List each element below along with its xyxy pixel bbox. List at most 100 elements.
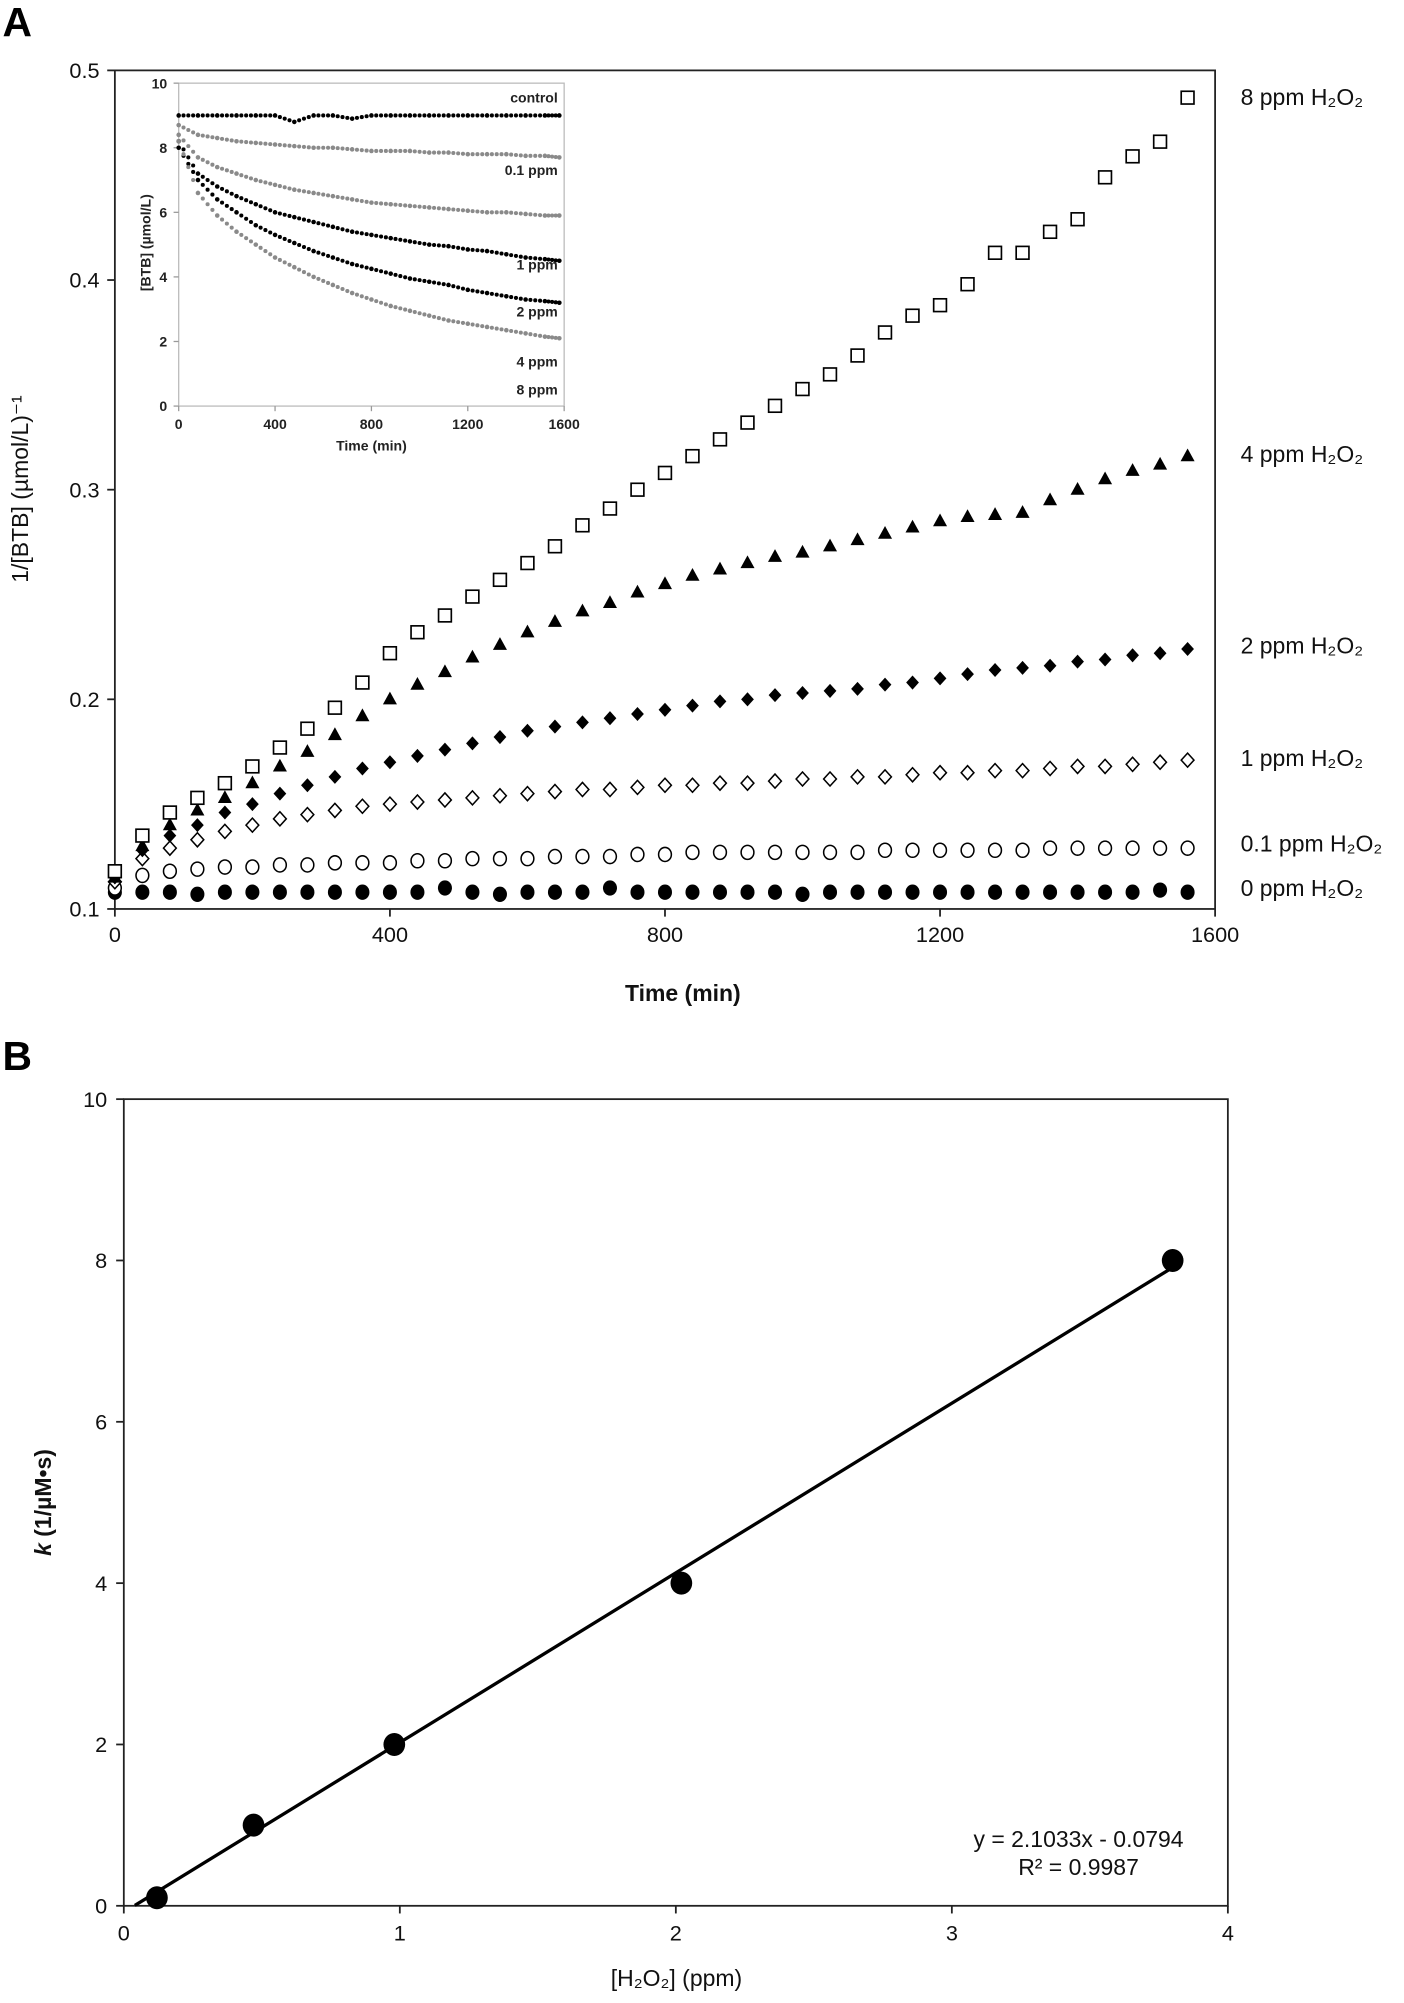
inset-point (465, 113, 471, 118)
filled-diamond-marker (301, 778, 314, 793)
filled-triangle-marker (1098, 471, 1113, 485)
inset-point (451, 113, 456, 118)
inset-point (494, 326, 499, 331)
open-diamond-marker (1070, 758, 1085, 775)
y-tick-label: 0.2 (69, 687, 99, 712)
inset-point (538, 298, 543, 303)
open-circle-marker (547, 848, 563, 865)
open-circle-marker (1015, 842, 1030, 859)
inset-point (513, 113, 519, 118)
inset-point (306, 218, 311, 223)
inset-point (200, 157, 205, 162)
open-diamond-marker (465, 789, 480, 807)
inset-point (393, 236, 398, 242)
open-square-marker (162, 805, 178, 820)
inset-point (557, 258, 562, 264)
inset-point (446, 113, 451, 118)
inset-point (403, 113, 408, 118)
inset-point (200, 182, 205, 187)
inset-point (499, 113, 504, 118)
inset-point (509, 210, 514, 215)
series-label: 1 ppm H₂O₂ (1241, 745, 1364, 771)
inset-point (258, 141, 263, 146)
inset-point (403, 148, 408, 154)
open-square-marker (767, 398, 783, 414)
inset-point (181, 125, 186, 130)
filled-circle-marker (410, 884, 425, 900)
inset-point (432, 242, 437, 248)
data-point (383, 1732, 406, 1756)
filled-triangle-marker (245, 775, 260, 789)
inset-point (258, 113, 263, 118)
filled-diamond-marker (411, 748, 424, 763)
filled-circle-marker (547, 884, 562, 900)
inset-x-tick-label: 1200 (452, 416, 483, 432)
filled-diamond-marker (768, 688, 782, 703)
inset-point (374, 113, 379, 118)
inset-point (542, 153, 548, 159)
inset-point (301, 189, 307, 194)
inset-point (330, 255, 336, 260)
inset-point (272, 182, 278, 188)
inset-point (422, 278, 427, 283)
inset-point (379, 269, 384, 274)
filled-diamond-marker (1071, 654, 1084, 669)
inset-point (432, 280, 437, 285)
filled-circle-marker (327, 884, 342, 900)
inset-point (398, 148, 403, 154)
inset-point (306, 115, 311, 120)
inset-point (489, 210, 494, 215)
inset-point (186, 165, 191, 170)
open-circle-marker (877, 842, 893, 859)
y-tick-label: 4 (95, 1571, 107, 1596)
inset-point (326, 113, 331, 118)
inset-point (229, 113, 234, 118)
open-diamond-marker (1180, 751, 1196, 769)
inset-point (528, 255, 533, 260)
open-square-marker (877, 325, 893, 340)
open-square-marker (382, 645, 398, 661)
inset-point (523, 153, 528, 159)
inset-point (550, 113, 555, 118)
open-diamond-marker (1015, 762, 1030, 779)
series (107, 448, 1195, 883)
open-diamond-marker (685, 777, 700, 794)
open-square-marker (190, 790, 205, 806)
open-diamond-marker (492, 787, 508, 804)
inset-point (316, 221, 321, 226)
inset-point (354, 147, 360, 152)
inset-point (195, 177, 201, 183)
inset-point (538, 113, 543, 118)
inset-point (369, 297, 374, 302)
inset-point (263, 228, 268, 233)
inset-point (484, 248, 490, 254)
inset-point (244, 236, 249, 241)
inset-point (441, 150, 446, 155)
open-square-marker (1097, 170, 1113, 185)
inset-point (542, 334, 548, 339)
open-square-marker (960, 277, 975, 292)
filled-diamond-marker (1043, 658, 1057, 673)
inset-point (210, 192, 215, 197)
inset-point (326, 223, 331, 228)
filled-circle-marker (630, 884, 645, 900)
filled-diamond-marker (631, 706, 644, 722)
filled-circle-marker (1180, 884, 1195, 900)
inset-point (504, 113, 509, 118)
inset-point (335, 114, 340, 119)
open-square-marker (602, 501, 618, 516)
filled-triangle-marker (492, 637, 507, 650)
filled-circle-marker (520, 884, 535, 900)
filled-diamond-marker (1181, 641, 1194, 657)
filled-circle-marker (465, 884, 480, 900)
inset-point (509, 152, 514, 157)
open-square-marker (135, 828, 150, 843)
inset-point (176, 145, 181, 151)
inset-point (546, 213, 551, 218)
inset-point (494, 113, 499, 118)
inset-point (282, 236, 287, 242)
inset-point (417, 204, 422, 209)
filled-diamond-marker (1016, 660, 1029, 675)
inset-point (349, 147, 355, 152)
open-diamond-marker (327, 802, 343, 819)
